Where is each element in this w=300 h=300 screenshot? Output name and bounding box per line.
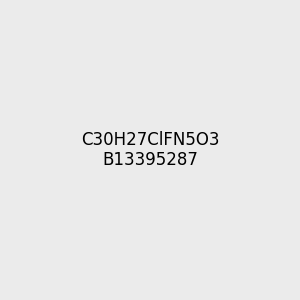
Text: C30H27ClFN5O3
B13395287: C30H27ClFN5O3 B13395287 — [81, 130, 219, 170]
